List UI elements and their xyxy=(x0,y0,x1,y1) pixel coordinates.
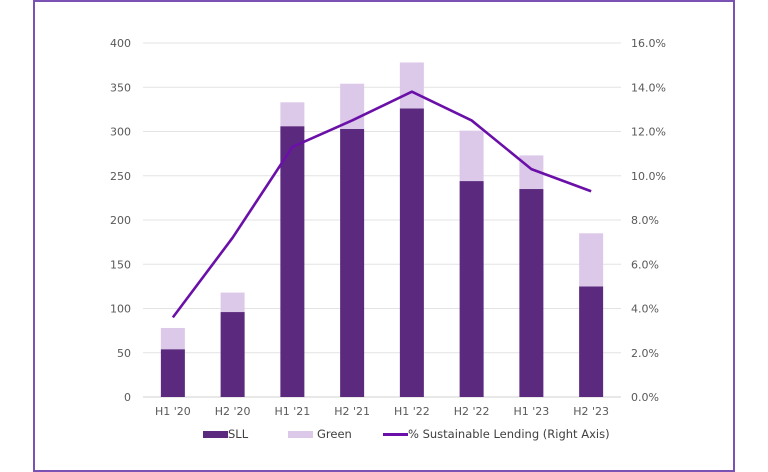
y2-tick-label: 8.0% xyxy=(631,214,659,227)
bar-green xyxy=(161,328,185,349)
legend-swatch-green xyxy=(288,431,313,438)
bar-sll xyxy=(519,189,543,397)
bar-sll xyxy=(221,312,245,397)
x-tick-label: H2 '21 xyxy=(334,405,370,418)
y-tick-label: 150 xyxy=(110,258,131,271)
bar-green xyxy=(460,131,484,181)
bar-sll xyxy=(579,286,603,397)
y-tick-label: 0 xyxy=(124,391,131,404)
bar-green xyxy=(221,293,245,312)
y-tick-label: 100 xyxy=(110,303,131,316)
right-axis-ticks: 0.0% 2.0% 4.0% 6.0% 8.0% 10.0% 12.0% 14.0% 16.0% xyxy=(631,37,666,404)
bars xyxy=(161,62,603,397)
legend-item-green: Green xyxy=(288,424,352,444)
bar-green xyxy=(280,102,304,126)
legend-label-line: % Sustainable Lending (Right Axis) xyxy=(408,427,610,441)
x-tick-label: H1 '21 xyxy=(274,405,310,418)
legend-item-sll: SLL xyxy=(203,424,248,444)
x-tick-label: H2 '20 xyxy=(215,405,251,418)
x-tick-label: H1 '22 xyxy=(394,405,430,418)
bar-sll xyxy=(280,126,304,397)
y2-tick-label: 16.0% xyxy=(631,37,666,50)
bar-sll xyxy=(460,181,484,397)
bar-green xyxy=(400,62,424,108)
x-tick-label: H1 '23 xyxy=(513,405,549,418)
legend-swatch-sll xyxy=(203,431,228,438)
x-axis-ticks: H1 '20 H2 '20 H1 '21 H2 '21 H1 '22 H2 '22 H1 '… xyxy=(155,405,609,418)
y-tick-label: 50 xyxy=(117,347,131,360)
gridlines xyxy=(143,43,621,397)
y-tick-label: 250 xyxy=(110,170,131,183)
legend-swatch-line xyxy=(383,433,408,436)
left-axis-ticks: 0 50 100 150 200 250 300 350 400 xyxy=(110,37,131,404)
legend: SLL Green % Sustainable Lending (Right A… xyxy=(0,424,768,444)
bar-sll xyxy=(400,108,424,397)
x-tick-label: H2 '23 xyxy=(573,405,609,418)
legend-item-line: % Sustainable Lending (Right Axis) xyxy=(383,424,610,444)
y2-tick-label: 2.0% xyxy=(631,347,659,360)
bar-green xyxy=(579,233,603,286)
legend-label-sll: SLL xyxy=(228,427,248,441)
y2-tick-label: 4.0% xyxy=(631,303,659,316)
y2-tick-label: 10.0% xyxy=(631,170,666,183)
y-tick-label: 350 xyxy=(110,81,131,94)
bar-sll xyxy=(340,129,364,397)
y-tick-label: 400 xyxy=(110,37,131,50)
bar-green xyxy=(340,84,364,129)
legend-label-green: Green xyxy=(317,427,352,441)
x-tick-label: H2 '22 xyxy=(454,405,490,418)
y2-tick-label: 6.0% xyxy=(631,258,659,271)
y-tick-label: 300 xyxy=(110,126,131,139)
x-tick-label: H1 '20 xyxy=(155,405,191,418)
y-tick-label: 200 xyxy=(110,214,131,227)
y2-tick-label: 0.0% xyxy=(631,391,659,404)
y2-tick-label: 14.0% xyxy=(631,81,666,94)
y2-tick-label: 12.0% xyxy=(631,126,666,139)
bar-sll xyxy=(161,349,185,397)
